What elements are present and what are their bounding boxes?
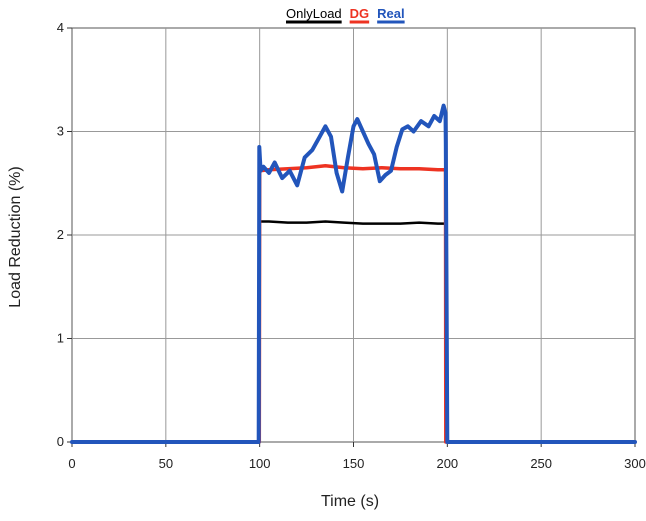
- series-lines: [70, 103, 637, 444]
- y-axis-ticks: 0 1 2 3 4: [57, 20, 72, 449]
- series-line-onlyload: [70, 220, 637, 444]
- y-tick-label: 2: [57, 227, 64, 242]
- x-tick-label: 50: [159, 456, 173, 471]
- legend-label-real: Real: [377, 6, 404, 21]
- legend-label-dg: DG: [350, 6, 370, 21]
- y-axis-title: Load Reduction (%): [7, 166, 24, 307]
- y-tick-label: 1: [57, 331, 64, 346]
- series-line-real: [70, 103, 637, 444]
- x-tick-label: 300: [624, 456, 646, 471]
- x-tick-label: 200: [436, 456, 458, 471]
- y-tick-label: 3: [57, 124, 64, 139]
- x-tick-label: 150: [343, 456, 365, 471]
- x-axis-ticks: 0 50 100 150 200 250 300: [68, 442, 646, 471]
- y-tick-label: 0: [57, 434, 64, 449]
- x-tick-label: 100: [249, 456, 271, 471]
- x-tick-label: 0: [68, 456, 75, 471]
- legend-label-onlyload: OnlyLoad: [286, 6, 342, 21]
- x-tick-label: 250: [530, 456, 552, 471]
- x-axis-title: Time (s): [321, 493, 379, 510]
- legend: OnlyLoad DG Real: [286, 6, 405, 24]
- y-tick-label: 4: [57, 20, 64, 35]
